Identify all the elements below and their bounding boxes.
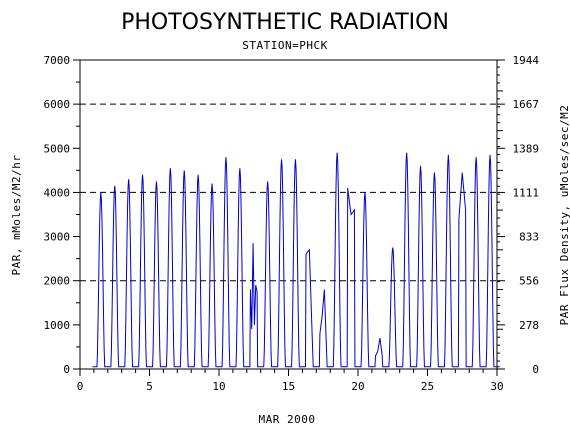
y2-axis-label: PAR Flux Density, uMoles/sec/M2 — [558, 105, 570, 326]
daily-peak-point — [155, 180, 157, 182]
x-axis-label: MAR 2000 — [259, 413, 316, 426]
y-tick-label: 1000 — [44, 319, 71, 332]
y-tick-label: 7000 — [44, 54, 71, 67]
y2-tick-label: 1944 — [513, 54, 540, 67]
daily-peak-point — [364, 191, 366, 193]
y2-tick-label: 1667 — [513, 98, 540, 111]
chart-subtitle: STATION=PHCK — [242, 39, 327, 52]
y2-tick-label: 1111 — [513, 186, 540, 199]
x-tick-label: 15 — [282, 380, 295, 393]
gridlines — [80, 103, 497, 282]
x-tick-label: 5 — [146, 380, 153, 393]
series-layer — [92, 152, 500, 368]
daily-peak-point — [447, 154, 449, 156]
daily-peak-point — [253, 242, 255, 244]
daily-peak-point — [378, 337, 380, 339]
daily-peak-point — [336, 152, 338, 154]
plot-frame — [79, 59, 498, 370]
y-tick-label: 6000 — [44, 98, 71, 111]
daily-peak-point — [419, 165, 421, 167]
y2-tick-label: 278 — [519, 319, 539, 332]
daily-peak-point — [225, 156, 227, 158]
y-axis-left: 0 1000 2000 3000 4000 5000 6000 7000 — [44, 54, 80, 376]
daily-peak-point — [405, 152, 407, 154]
daily-peak-point — [322, 288, 324, 290]
y-axis-label: PAR, mMoles/M2/hr — [10, 154, 23, 275]
daily-peak-point — [183, 169, 185, 171]
chart-title: PHOTOSYNTHETIC RADIATION — [121, 10, 449, 35]
x-tick-label: 25 — [421, 380, 434, 393]
y-axis-right: 0 278 556 833 1111 1389 1667 1944 — [497, 54, 539, 376]
daily-peak-point — [392, 246, 394, 248]
daily-peak-point — [169, 167, 171, 169]
x-tick-label: 10 — [212, 380, 225, 393]
daily-peak-point — [475, 156, 477, 158]
y2-tick-label: 833 — [519, 231, 539, 244]
daily-peak-point — [350, 187, 352, 189]
daily-peak-point — [433, 171, 435, 173]
daily-peak-point — [197, 174, 199, 176]
y2-tick-label: 0 — [532, 363, 539, 376]
daily-peak-point — [294, 158, 296, 160]
y-tick-label: 2000 — [44, 275, 71, 288]
daily-peak-point — [489, 154, 491, 156]
daily-peak-point — [461, 171, 463, 173]
x-axis: 0 5 10 15 20 25 30 — [77, 369, 504, 393]
x-tick-label: 30 — [490, 380, 503, 393]
y-tick-label: 4000 — [44, 186, 71, 199]
y-tick-label: 5000 — [44, 142, 71, 155]
daily-peak-point — [308, 249, 310, 251]
daily-peak-point — [266, 180, 268, 182]
daily-peak-point — [211, 182, 213, 184]
daily-peak-point — [100, 191, 102, 193]
daily-peak-point — [127, 178, 129, 180]
series-line — [92, 152, 500, 368]
y2-tick-label: 1389 — [513, 142, 540, 155]
daily-peak-point — [239, 167, 241, 169]
x-tick-label: 20 — [351, 380, 364, 393]
daily-peak-point — [114, 185, 116, 187]
y-tick-label: 0 — [63, 363, 70, 376]
daily-peak-point — [280, 158, 282, 160]
x-tick-label: 0 — [77, 380, 84, 393]
daily-peak-point — [141, 174, 143, 176]
y2-tick-label: 556 — [519, 275, 539, 288]
y-tick-label: 3000 — [44, 231, 71, 244]
